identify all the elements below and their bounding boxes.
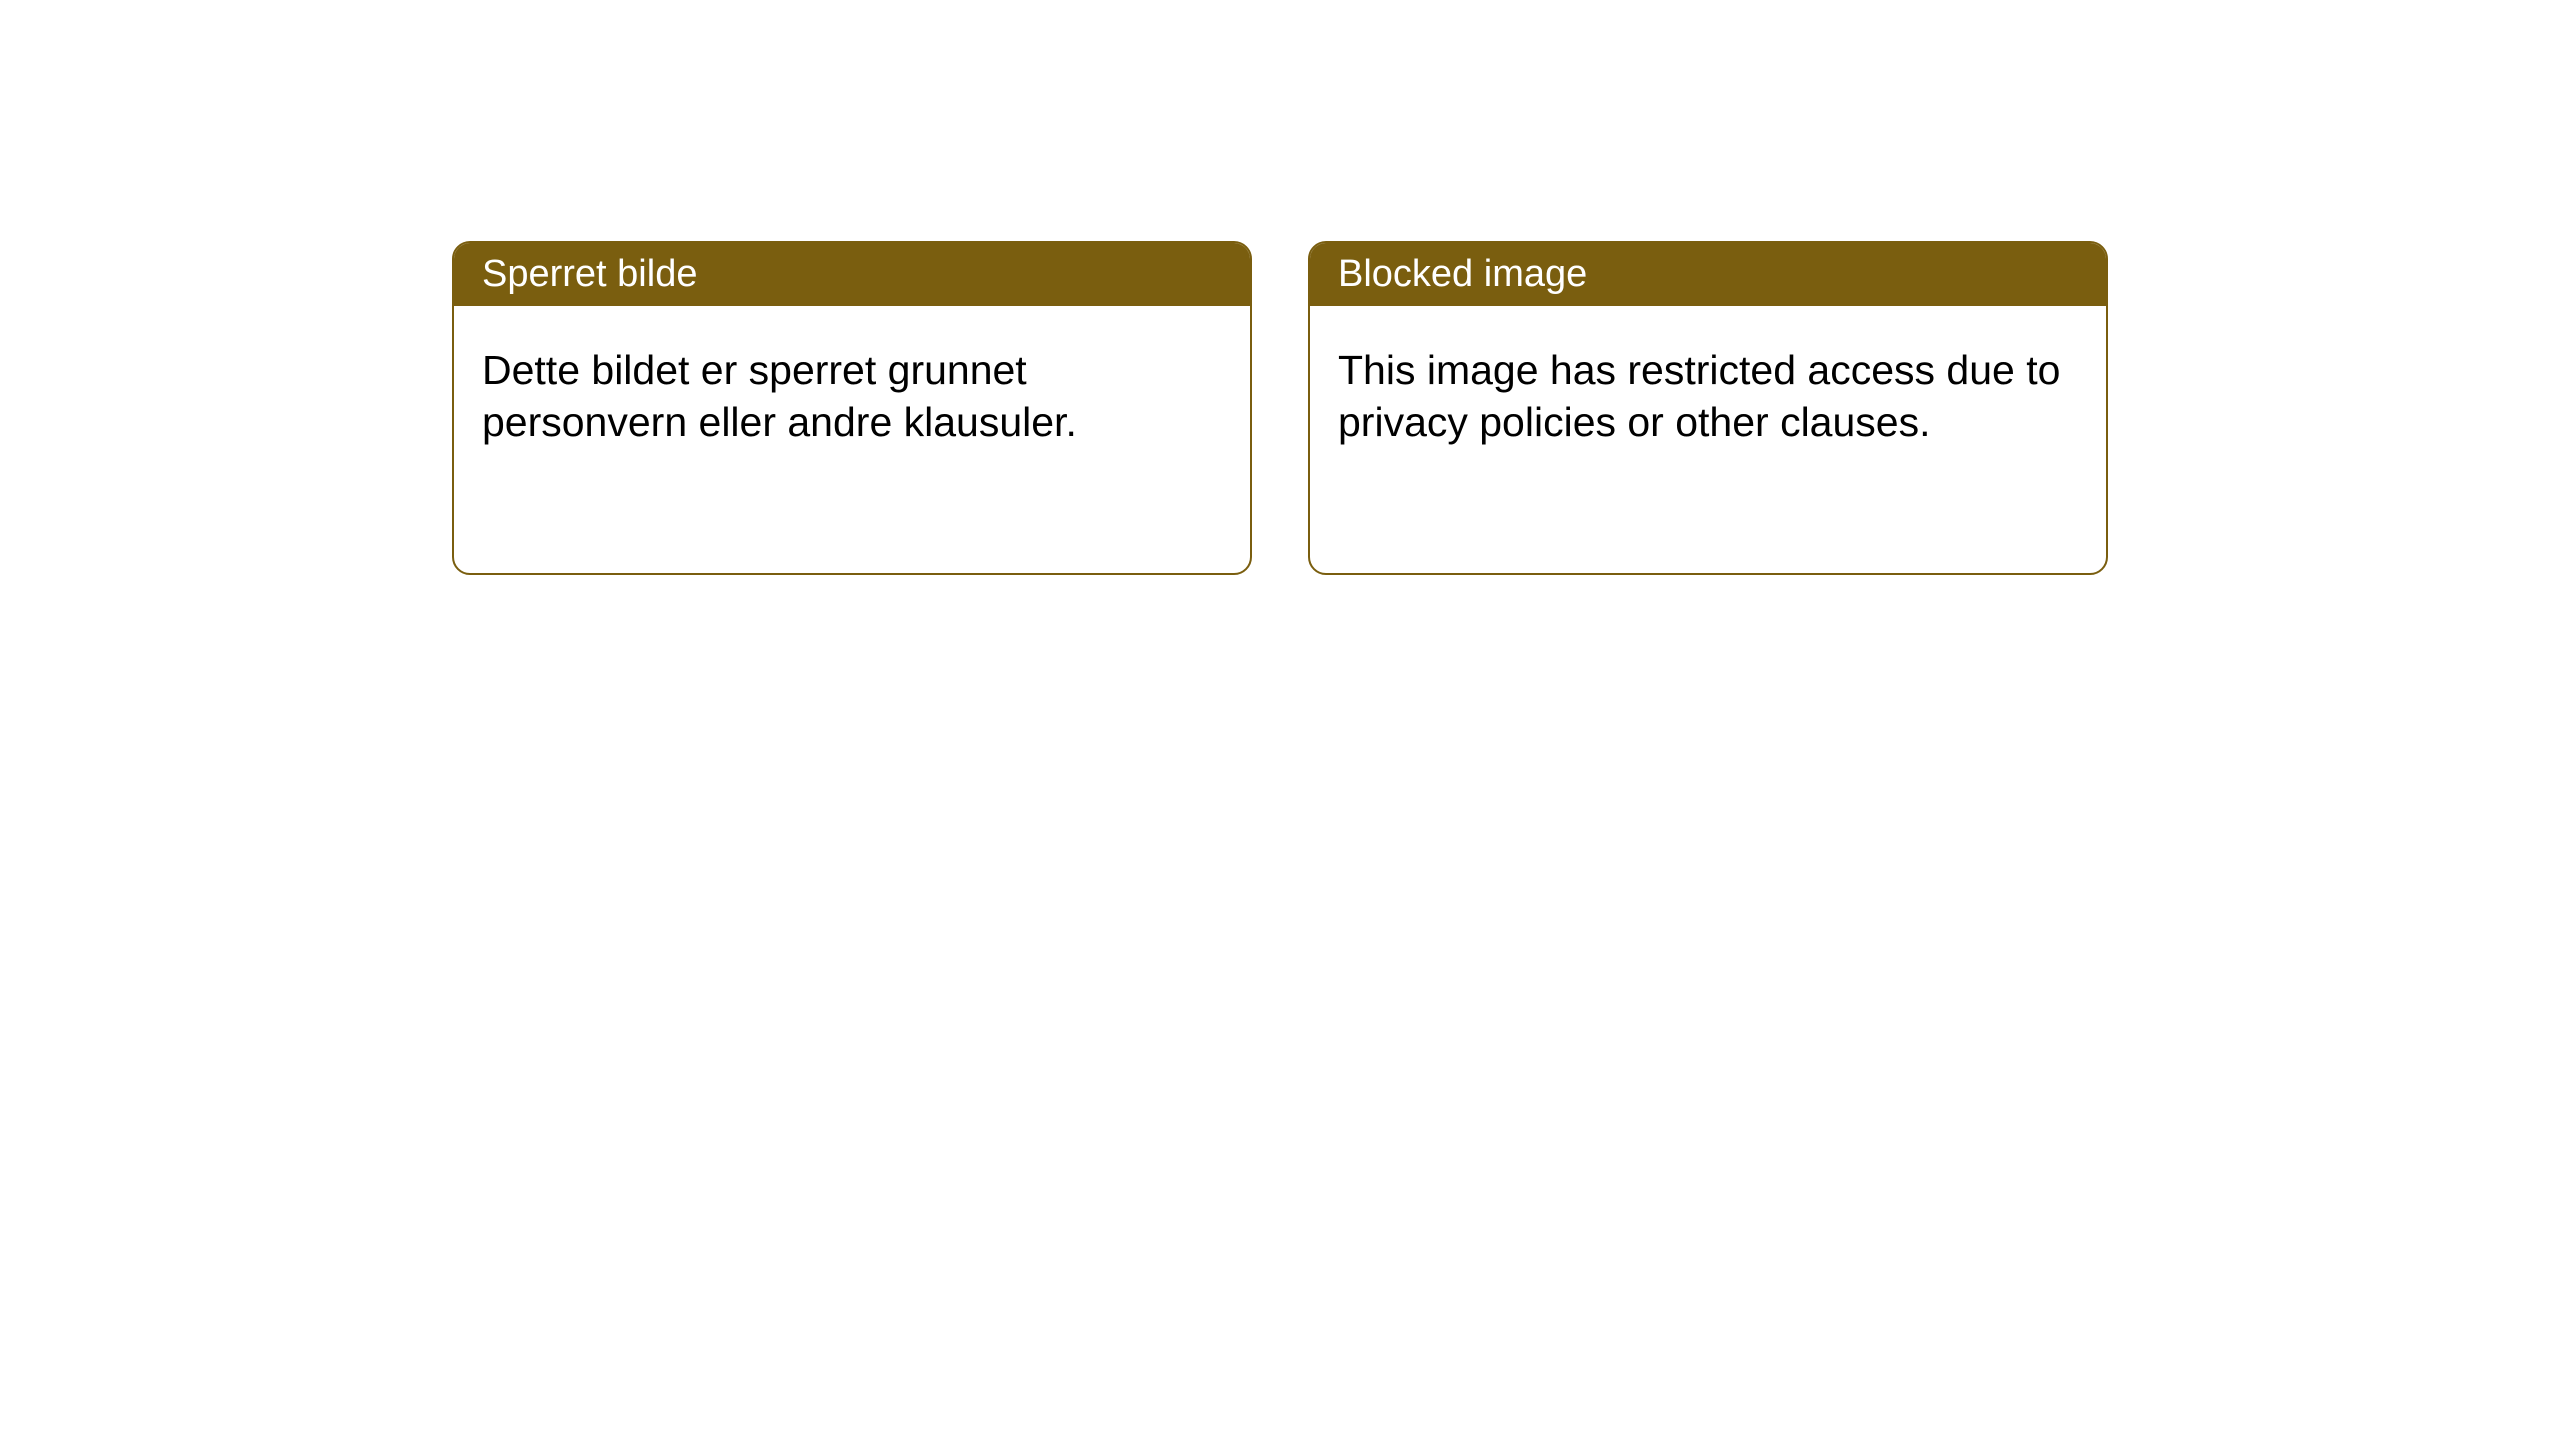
notice-card-norwegian: Sperret bilde Dette bildet er sperret gr… <box>452 241 1252 575</box>
notice-body: This image has restricted access due to … <box>1310 306 2106 487</box>
notice-card-english: Blocked image This image has restricted … <box>1308 241 2108 575</box>
notice-header: Sperret bilde <box>454 243 1250 306</box>
notice-body: Dette bildet er sperret grunnet personve… <box>454 306 1250 487</box>
notice-container: Sperret bilde Dette bildet er sperret gr… <box>452 241 2108 575</box>
notice-header: Blocked image <box>1310 243 2106 306</box>
